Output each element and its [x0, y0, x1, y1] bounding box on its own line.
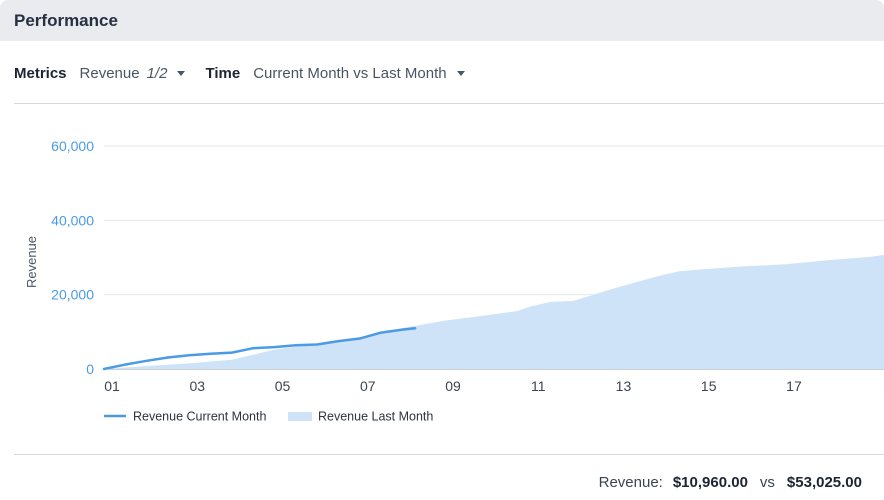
caret-down-icon [177, 70, 186, 76]
y-tick-label: 0 [86, 361, 94, 377]
legend-swatch-last [288, 412, 312, 421]
x-tick-label: 05 [275, 378, 291, 394]
metrics-dropdown-count: 1/2 [146, 64, 168, 82]
y-axis-label: Revenue [24, 236, 39, 288]
caret-down-icon [456, 70, 465, 76]
legend-label-current: Revenue Current Month [133, 410, 266, 424]
x-tick-label: 17 [786, 378, 802, 394]
current-month-line-series [102, 327, 417, 371]
x-tick-label: 01 [104, 378, 120, 394]
x-axis-ticks: 01 03 05 07 09 11 13 15 17 [104, 378, 802, 394]
last-month-area-series [104, 254, 884, 369]
time-dropdown-value: Current Month vs Last Month [253, 64, 447, 82]
metrics-dropdown[interactable]: Revenue 1/2 [80, 65, 186, 82]
time-label: Time [205, 64, 241, 82]
revenue-summary: Revenue: $10,960.00 vs $53,025.00 [599, 474, 862, 491]
metrics-dropdown-value: Revenue [79, 64, 140, 82]
y-tick-label: 60,000 [51, 138, 94, 154]
metrics-label: Metrics [14, 64, 67, 82]
x-tick-label: 13 [616, 378, 632, 394]
controls-bar: Metrics Revenue 1/2 Time Current Month v… [14, 62, 465, 84]
summary-current-value: $10,960.00 [672, 474, 748, 491]
y-tick-label: 40,000 [51, 212, 94, 228]
x-tick-label: 07 [360, 378, 376, 394]
legend: Revenue Current Month Revenue Last Month [104, 410, 433, 424]
legend-label-last: Revenue Last Month [318, 410, 433, 424]
summary-previous-value: $53,025.00 [786, 474, 862, 491]
panel-header: Performance [0, 0, 884, 41]
y-tick-label: 20,000 [51, 287, 94, 303]
summary-label: Revenue: [598, 474, 663, 491]
y-axis-ticks: 0 20,000 40,000 60,000 [51, 138, 94, 377]
time-dropdown[interactable]: Current Month vs Last Month [253, 64, 465, 82]
x-tick-label: 15 [701, 378, 717, 394]
area-last-month [104, 254, 884, 369]
divider [14, 103, 884, 104]
summary-vs: vs [759, 474, 775, 491]
panel-title: Performance [14, 10, 118, 30]
revenue-chart: 0 20,000 40,000 60,000 01 03 05 07 09 11 13 15 17 R… [24, 138, 884, 424]
x-tick-label: 03 [189, 378, 205, 394]
divider [14, 454, 884, 455]
line-current-month [102, 327, 417, 371]
x-tick-label: 09 [445, 378, 461, 394]
x-tick-label: 11 [531, 378, 546, 394]
